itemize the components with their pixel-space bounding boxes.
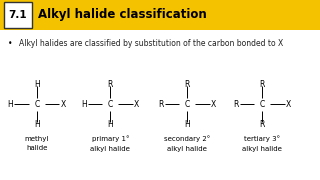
Text: R: R	[108, 80, 113, 89]
Text: R: R	[185, 80, 190, 89]
Text: H: H	[34, 120, 40, 129]
Text: •: •	[8, 39, 12, 48]
Text: alkyl halide: alkyl halide	[167, 145, 207, 152]
Text: 7.1: 7.1	[9, 10, 27, 20]
Text: Alkyl halides are classified by substitution of the carbon bonded to X: Alkyl halides are classified by substitu…	[19, 39, 284, 48]
Text: halide: halide	[26, 145, 47, 152]
FancyBboxPatch shape	[0, 0, 320, 30]
Text: X: X	[134, 100, 139, 109]
Text: H: H	[34, 80, 40, 89]
Text: H: H	[184, 120, 190, 129]
Text: R: R	[234, 100, 239, 109]
Text: H: H	[108, 120, 113, 129]
Text: H: H	[8, 100, 13, 109]
Text: secondary 2°: secondary 2°	[164, 135, 210, 142]
Text: alkyl halide: alkyl halide	[91, 145, 130, 152]
Text: X: X	[286, 100, 291, 109]
Text: X: X	[60, 100, 66, 109]
Text: primary 1°: primary 1°	[92, 135, 129, 142]
Text: Alkyl halide classification: Alkyl halide classification	[38, 8, 206, 21]
Text: R: R	[158, 100, 164, 109]
Text: C: C	[108, 100, 113, 109]
Text: X: X	[211, 100, 216, 109]
Text: H: H	[81, 100, 87, 109]
Text: alkyl halide: alkyl halide	[243, 145, 282, 152]
Text: tertiary 3°: tertiary 3°	[244, 135, 280, 142]
Text: methyl: methyl	[25, 136, 49, 142]
FancyBboxPatch shape	[4, 2, 32, 28]
Text: R: R	[260, 80, 265, 89]
Text: C: C	[34, 100, 39, 109]
Text: R: R	[260, 120, 265, 129]
Text: C: C	[185, 100, 190, 109]
Text: C: C	[260, 100, 265, 109]
